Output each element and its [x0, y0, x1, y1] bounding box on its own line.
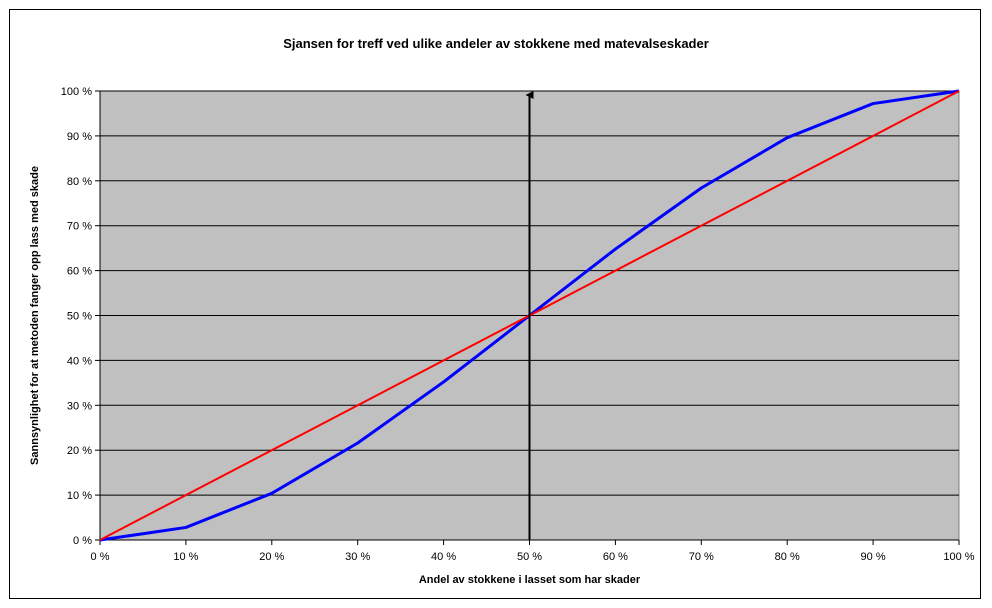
x-tick-label: 80 % [775, 551, 800, 563]
x-tick-label: 40 % [431, 551, 456, 563]
x-axis-title: Andel av stokkene i lasset som har skade… [419, 574, 641, 586]
y-tick-label: 30 % [67, 400, 92, 412]
y-tick-label: 20 % [67, 445, 92, 457]
y-tick-label: 40 % [67, 355, 92, 367]
x-tick-label: 70 % [689, 551, 714, 563]
x-tick-label: 100 % [943, 551, 974, 563]
x-tick-label: 30 % [345, 551, 370, 563]
y-tick-label: 100 % [61, 86, 92, 98]
x-tick-label: 50 % [517, 551, 542, 563]
y-tick-label: 70 % [67, 221, 92, 233]
y-tick-label: 80 % [67, 176, 92, 188]
y-tick-label: 60 % [67, 266, 92, 278]
x-tick-label: 10 % [173, 551, 198, 563]
y-tick-label: 10 % [67, 490, 92, 502]
y-axis-title: Sannsynlighet for at metoden fanger opp … [29, 166, 41, 465]
y-tick-label: 90 % [67, 131, 92, 143]
y-tick-label: 50 % [67, 311, 92, 323]
x-tick-label: 0 % [91, 551, 110, 563]
x-tick-label: 20 % [259, 551, 284, 563]
x-tick-label: 90 % [861, 551, 886, 563]
chart-title: Sjansen for treff ved ulike andeler av s… [283, 36, 709, 51]
x-tick-label: 60 % [603, 551, 628, 563]
y-tick-label: 0 % [73, 535, 92, 547]
